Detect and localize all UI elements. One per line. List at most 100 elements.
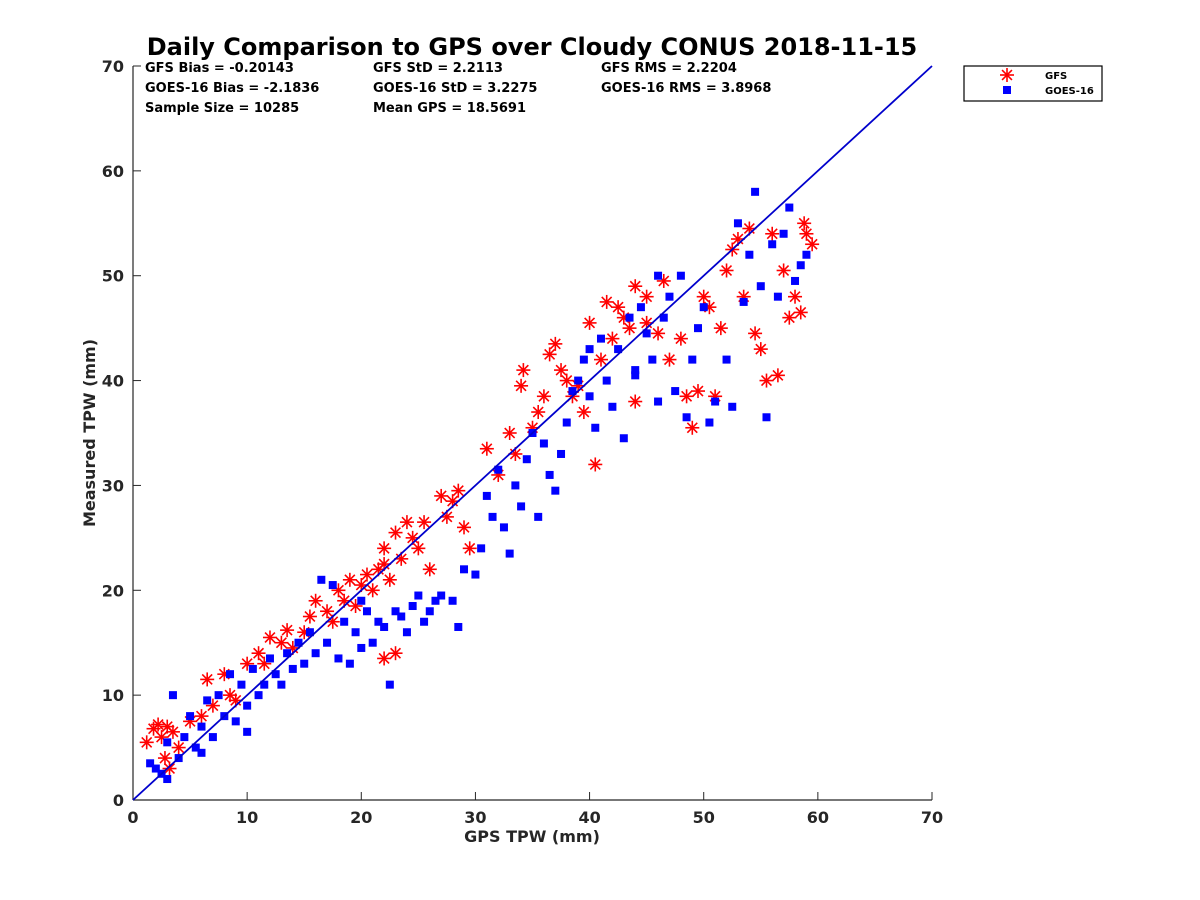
gfs-point bbox=[776, 263, 791, 278]
goes-point bbox=[334, 654, 343, 663]
gfs-point bbox=[548, 336, 563, 351]
goes-point bbox=[271, 670, 280, 679]
gfs-point bbox=[457, 520, 472, 535]
goes-point bbox=[648, 355, 657, 364]
gfs-point bbox=[628, 279, 643, 294]
gfs-point bbox=[348, 599, 363, 614]
goes-point bbox=[448, 596, 457, 605]
goes-point bbox=[574, 376, 583, 385]
stat-goes-std: GOES-16 StD = 3.2275 bbox=[373, 81, 537, 96]
gfs-point bbox=[382, 572, 397, 587]
goes-point bbox=[283, 649, 292, 658]
goes-point bbox=[254, 691, 263, 700]
x-tick-label: 60 bbox=[807, 808, 829, 827]
gfs-point bbox=[622, 321, 637, 336]
goes-point bbox=[414, 591, 423, 600]
gfs-point bbox=[308, 593, 323, 608]
goes-point bbox=[642, 329, 651, 338]
goes-point bbox=[585, 392, 594, 401]
goes-point bbox=[756, 282, 765, 291]
goes-point bbox=[745, 250, 754, 259]
gfs-point bbox=[274, 635, 289, 650]
stat-gfs-rms: GFS RMS = 2.2204 bbox=[601, 61, 737, 76]
goes-point bbox=[711, 397, 720, 406]
gfs-point bbox=[696, 289, 711, 304]
goes-point bbox=[340, 617, 349, 626]
y-tick-label: 70 bbox=[102, 57, 124, 76]
gfs-point bbox=[434, 488, 449, 503]
goes-point bbox=[705, 418, 714, 427]
goes-point bbox=[591, 423, 600, 432]
goes-point bbox=[345, 659, 354, 668]
goes-point bbox=[437, 591, 446, 600]
goes-point bbox=[197, 748, 206, 757]
goes-point bbox=[539, 439, 548, 448]
goes-point bbox=[499, 523, 508, 532]
gfs-point bbox=[691, 384, 706, 399]
gfs-point bbox=[770, 368, 785, 383]
goes-point bbox=[557, 449, 566, 458]
goes-point bbox=[328, 581, 337, 590]
gfs-point bbox=[377, 541, 392, 556]
goes-point bbox=[602, 376, 611, 385]
goes-point bbox=[773, 292, 782, 301]
gfs-point bbox=[280, 623, 295, 638]
gfs-point bbox=[753, 342, 768, 357]
goes-point bbox=[614, 345, 623, 354]
gfs-point bbox=[514, 378, 529, 393]
legend-gfs-label: GFS bbox=[1045, 71, 1067, 82]
goes-point bbox=[505, 549, 514, 558]
goes-point bbox=[568, 387, 577, 396]
goes-point bbox=[397, 612, 406, 621]
gfs-point bbox=[588, 457, 603, 472]
gfs-point bbox=[422, 562, 437, 577]
goes-point bbox=[768, 240, 777, 249]
goes-point bbox=[802, 250, 811, 259]
gfs-point bbox=[536, 389, 551, 404]
goes-point bbox=[163, 738, 172, 747]
gfs-point bbox=[262, 630, 277, 645]
goes-point bbox=[305, 628, 314, 637]
gfs-point bbox=[399, 515, 414, 530]
legend-box bbox=[963, 65, 1103, 102]
gfs-point bbox=[451, 483, 466, 498]
gfs-point bbox=[165, 724, 180, 739]
gfs-point bbox=[388, 525, 403, 540]
goes-point bbox=[260, 680, 269, 689]
gfs-point bbox=[599, 294, 614, 309]
goes-point bbox=[631, 371, 640, 380]
gfs-point bbox=[793, 305, 808, 320]
goes-point bbox=[362, 607, 371, 616]
gfs-point bbox=[320, 604, 335, 619]
goes-point bbox=[636, 303, 645, 312]
legend-gfs-marker bbox=[1000, 68, 1014, 82]
goes-point bbox=[294, 638, 303, 647]
x-tick-label: 50 bbox=[693, 808, 715, 827]
goes-point bbox=[300, 659, 309, 668]
x-tick-label: 70 bbox=[921, 808, 943, 827]
gfs-point bbox=[559, 373, 574, 388]
gfs-point bbox=[788, 289, 803, 304]
gfs-point bbox=[377, 651, 392, 666]
goes-point bbox=[579, 355, 588, 364]
goes-point bbox=[151, 764, 160, 773]
goes-point bbox=[488, 512, 497, 521]
gfs-point bbox=[582, 315, 597, 330]
legend-goes-marker bbox=[1003, 86, 1011, 94]
gfs-point bbox=[223, 688, 238, 703]
gfs-point bbox=[639, 289, 654, 304]
goes-point bbox=[168, 691, 177, 700]
goes-point bbox=[454, 622, 463, 631]
goes-point bbox=[357, 643, 366, 652]
goes-point bbox=[522, 455, 531, 464]
axes: 0 10 20 30 40 50 60 70 0 10 20 30 40 50 60 70 bbox=[102, 57, 943, 827]
y-tick-label: 10 bbox=[102, 686, 124, 705]
goes-point bbox=[265, 654, 274, 663]
gfs-point bbox=[662, 352, 677, 367]
gfs-point bbox=[240, 656, 255, 671]
goes-point bbox=[391, 607, 400, 616]
gfs-point bbox=[194, 709, 209, 724]
x-axis-label: GPS TPW (mm) bbox=[464, 827, 600, 846]
goes-point bbox=[722, 355, 731, 364]
legend-goes-label: GOES-16 bbox=[1045, 86, 1094, 97]
